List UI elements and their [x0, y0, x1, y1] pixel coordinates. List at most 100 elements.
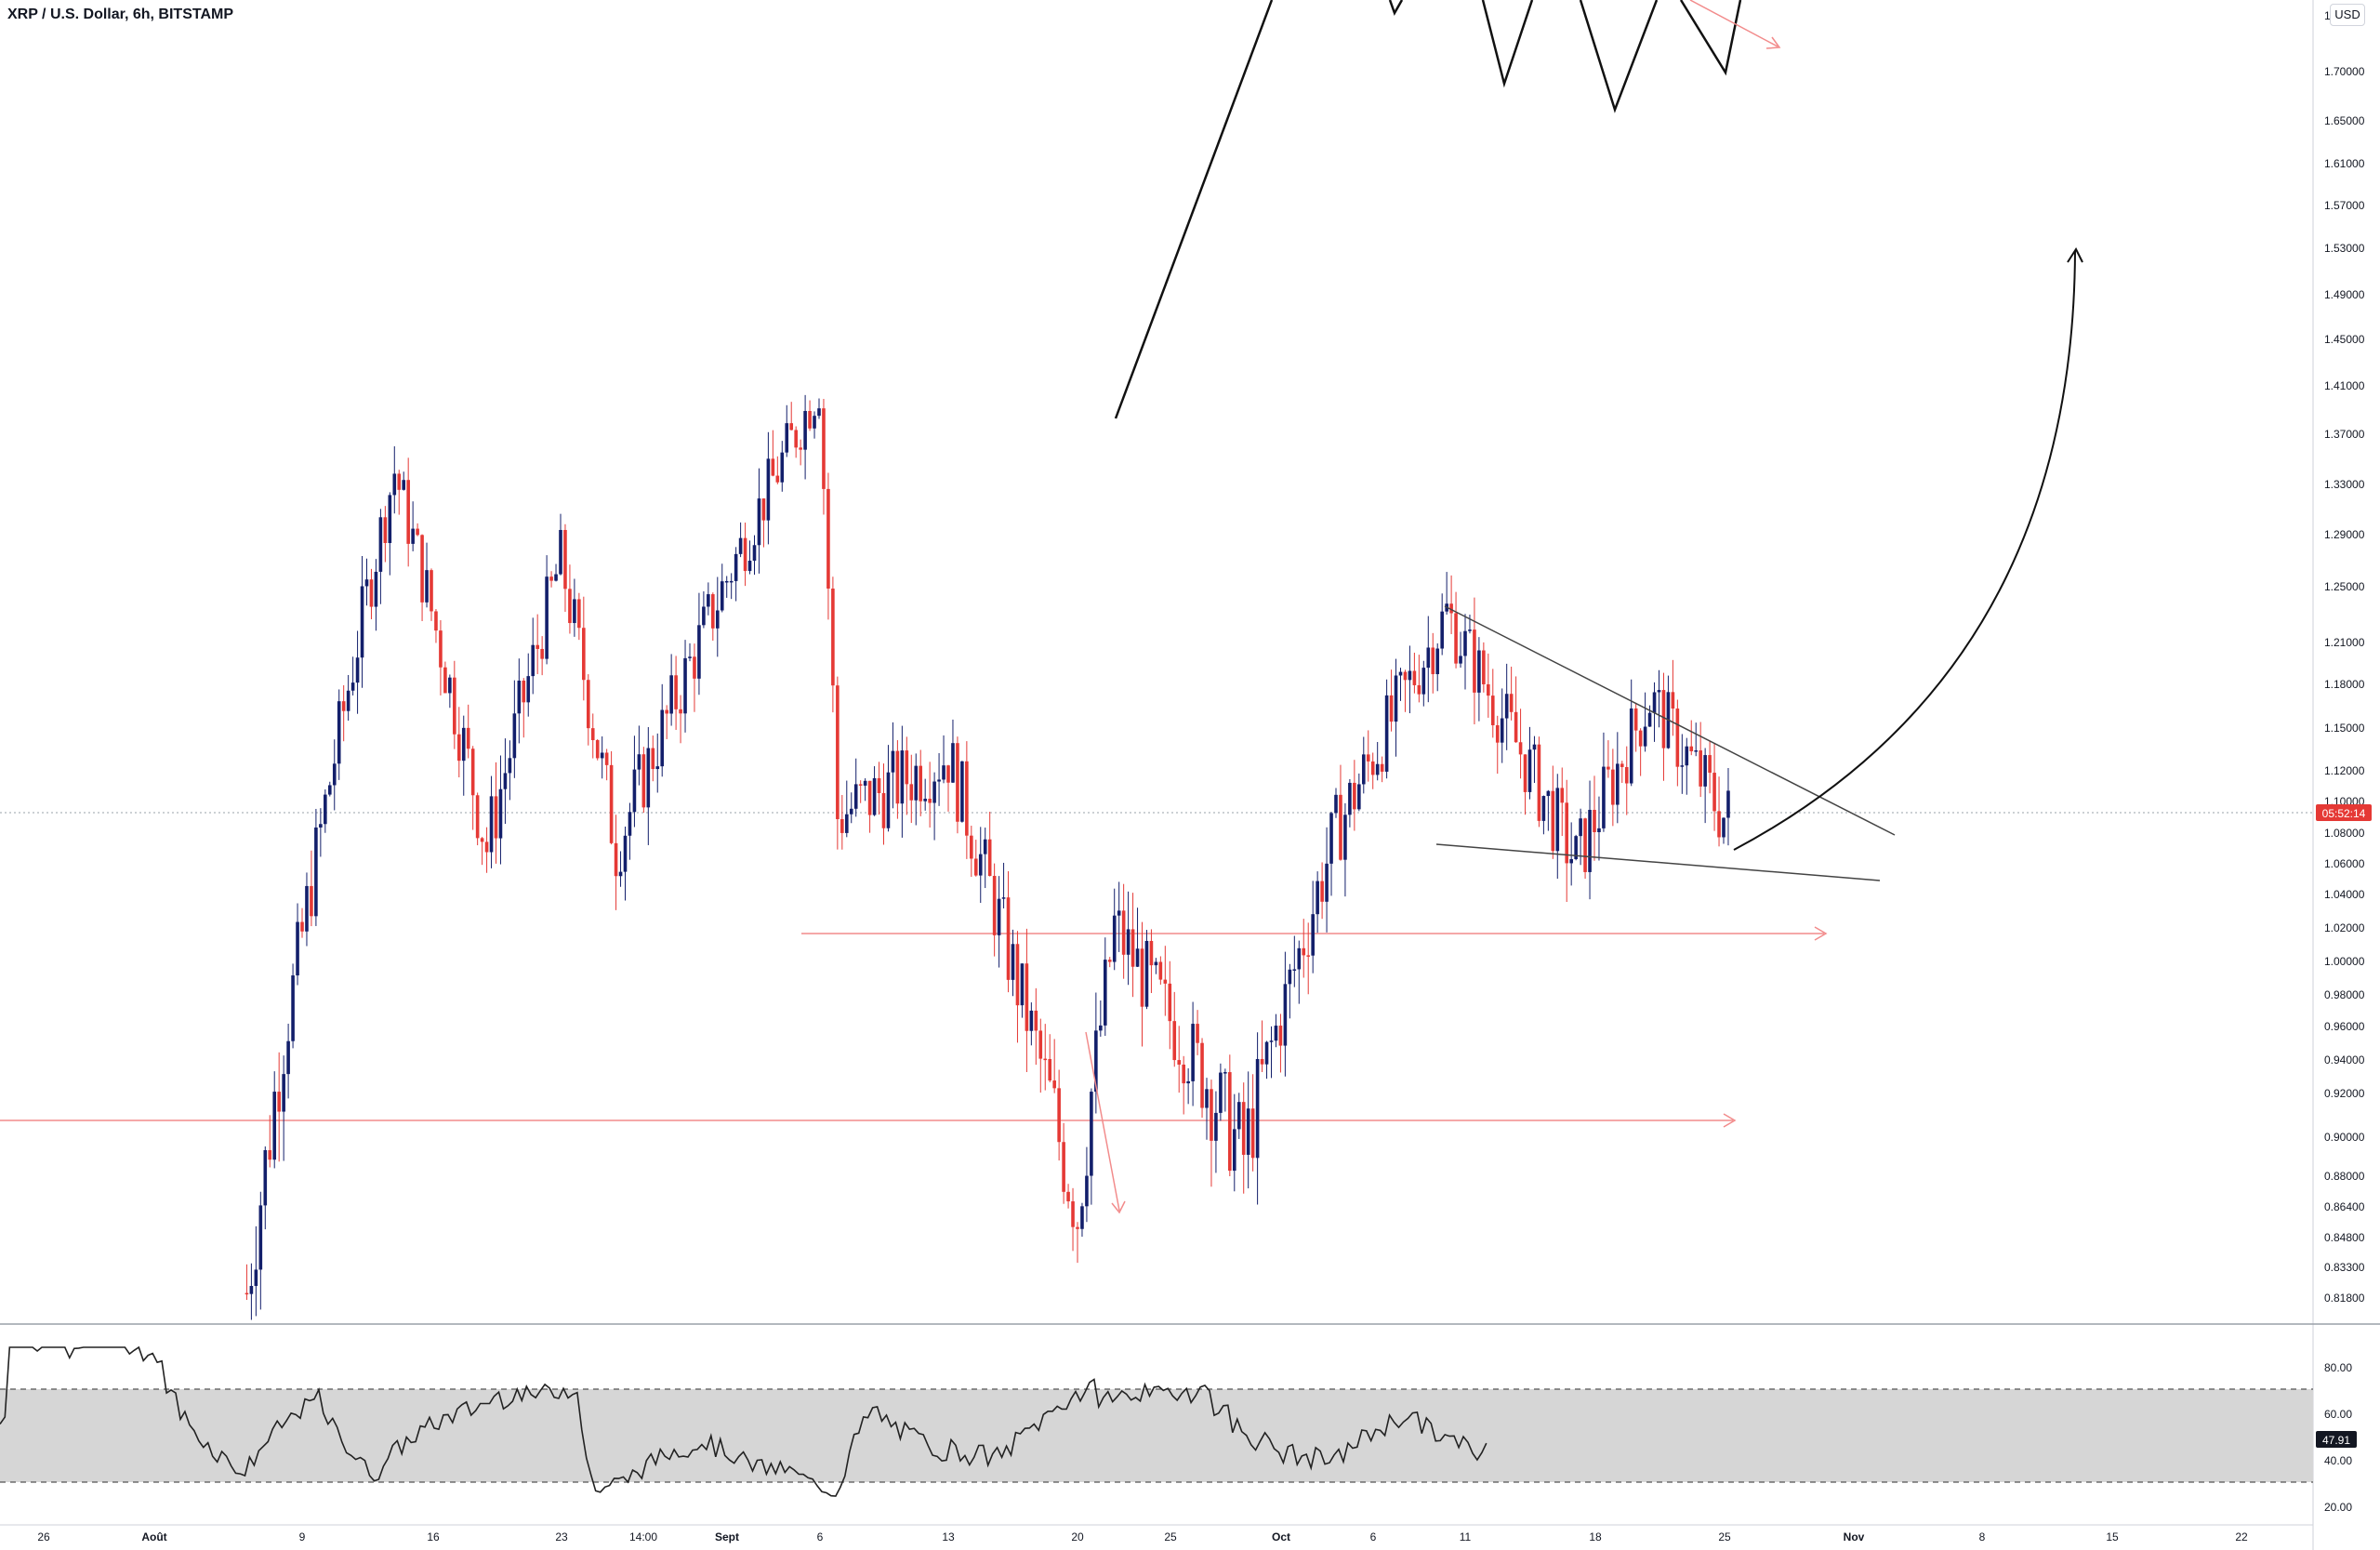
candle-body — [369, 579, 374, 607]
candle-body — [886, 772, 891, 828]
candle-body — [688, 656, 692, 658]
candle-body — [1353, 782, 1356, 810]
support-level-lower[interactable] — [0, 1113, 1737, 1128]
candle-body — [743, 537, 747, 572]
candle-body — [1518, 742, 1523, 755]
candle-body — [443, 667, 447, 694]
candle-body — [1473, 629, 1476, 693]
candle-body — [641, 754, 646, 808]
candle-body — [1038, 1030, 1043, 1059]
price-tick-label: 1.65000 — [2324, 114, 2365, 127]
candle-body — [1121, 910, 1126, 955]
price-tick-label: 0.96000 — [2324, 1020, 2365, 1033]
candle-body — [1694, 750, 1699, 752]
candle-body — [1080, 1206, 1084, 1229]
candle-body — [1597, 828, 1601, 832]
candle-body — [489, 796, 494, 853]
breakout-curve-arrow[interactable] — [1733, 246, 2083, 851]
candle-body — [430, 570, 433, 612]
currency-button[interactable]: USD — [2330, 4, 2365, 26]
candle-body — [683, 657, 687, 714]
candle-body — [956, 743, 959, 822]
candle-body — [1278, 1026, 1283, 1046]
candle-body — [844, 814, 849, 833]
projection-zigzag-drawing[interactable] — [1114, 0, 1781, 419]
candle-body — [416, 528, 419, 536]
candle-body — [282, 1074, 285, 1112]
candle-body — [965, 761, 969, 836]
candle-body — [1196, 1024, 1199, 1043]
candle-body — [1144, 940, 1149, 1007]
candle-body — [1302, 947, 1306, 956]
candle-body — [928, 799, 932, 803]
candle-body — [1246, 1108, 1250, 1155]
candle-body — [1260, 1058, 1264, 1065]
candle-body — [1477, 650, 1481, 693]
price-axis[interactable]: 1.750001.700001.650001.610001.570001.530… — [2324, 9, 2365, 1305]
candle-body — [291, 975, 295, 1041]
time-axis[interactable]: 26 Août 9 16 23 14:00 Sept 6 13 20 25 Oct 6 11 18 25 Nov… — [37, 1530, 2248, 1543]
candle-body — [517, 681, 522, 714]
triangle-lower-trendline[interactable] — [1435, 843, 1881, 881]
candle-body — [863, 780, 867, 786]
candle-body — [355, 657, 360, 683]
candle-body — [540, 648, 544, 659]
candle-body — [1292, 969, 1297, 971]
price-tick-label: 1.04000 — [2324, 888, 2365, 901]
candle-body — [559, 529, 562, 575]
candle-body — [711, 594, 715, 629]
candle-body — [245, 1292, 249, 1295]
candle-body — [1726, 790, 1730, 818]
candle-body — [1689, 746, 1694, 751]
candle-body — [272, 1092, 277, 1160]
triangle-upper-trendline[interactable] — [1444, 605, 1896, 836]
time-tick-label: 20 — [1071, 1530, 1084, 1543]
candle-body — [942, 765, 945, 780]
candle-body — [1126, 929, 1130, 955]
candle-body — [512, 713, 517, 759]
candle-body — [508, 758, 512, 774]
candle-body — [254, 1269, 258, 1287]
price-tick-label: 1.49000 — [2324, 288, 2365, 301]
drop-arrow-drawing[interactable] — [1085, 1031, 1126, 1214]
candle-body — [900, 750, 905, 804]
price-tick-label: 1.02000 — [2324, 921, 2365, 934]
candle-body — [646, 748, 651, 808]
candle-body — [1062, 1142, 1065, 1192]
rsi-tick-label: 20.00 — [2324, 1501, 2352, 1514]
candle-body — [1283, 984, 1288, 1046]
candle-body — [1052, 1080, 1056, 1089]
candle-body — [1389, 695, 1394, 722]
candle-body — [1712, 773, 1716, 812]
candle-body — [1495, 725, 1500, 743]
price-tick-label: 1.33000 — [2324, 478, 2365, 491]
rsi-axis[interactable]: 80.00 60.00 40.00 20.00 — [2324, 1361, 2352, 1514]
candle-body — [1588, 809, 1592, 872]
candle-body — [1541, 796, 1546, 821]
candle-body — [1094, 1030, 1098, 1093]
candle-body — [577, 599, 581, 629]
time-tick-label: 9 — [299, 1530, 306, 1543]
time-tick-label: 14:00 — [629, 1530, 657, 1543]
time-tick-label: 26 — [37, 1530, 50, 1543]
candle-body — [697, 625, 701, 679]
candle-body — [1426, 647, 1431, 669]
candle-body — [919, 765, 923, 801]
symbol-title: XRP / U.S. Dollar, 6h, BITSTAMP — [7, 7, 234, 22]
candle-body — [1219, 1072, 1223, 1113]
candle-body — [813, 416, 816, 429]
candle-body — [582, 628, 586, 681]
candle-body — [1015, 944, 1020, 1006]
candle-body — [1569, 858, 1573, 864]
candle-body — [466, 727, 470, 749]
price-tick-label: 1.57000 — [2324, 199, 2365, 212]
candle-body — [1487, 683, 1490, 696]
time-tick-label: 15 — [2106, 1530, 2119, 1543]
candle-body — [1514, 711, 1518, 743]
price-tick-label: 1.29000 — [2324, 528, 2365, 541]
candle-body — [1048, 1058, 1052, 1081]
candle-body — [614, 842, 618, 877]
candle-body — [973, 858, 978, 876]
candle-body — [1011, 944, 1015, 980]
